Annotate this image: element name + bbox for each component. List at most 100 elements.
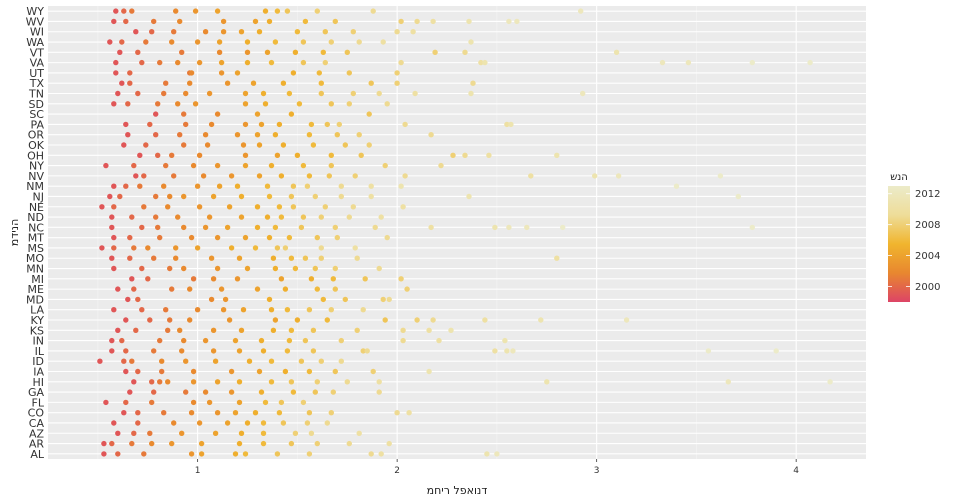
data-point-nj: [167, 193, 173, 200]
data-point-la: [284, 307, 291, 313]
data-point-wv: [430, 18, 436, 25]
data-point-tx: [394, 80, 400, 86]
y-tick-label: NJ: [33, 190, 44, 203]
data-point-id: [121, 358, 127, 364]
data-point-ne: [254, 204, 261, 210]
data-point-md: [125, 296, 131, 303]
data-point-tx: [187, 80, 193, 86]
data-point-nd: [378, 214, 384, 220]
data-point-in: [232, 337, 239, 344]
data-point-tx: [119, 80, 125, 86]
data-point-me: [404, 286, 410, 292]
data-point-ne: [400, 204, 406, 210]
data-point-tx: [224, 80, 231, 86]
data-point-mn: [376, 265, 382, 272]
data-point-ga: [151, 389, 157, 395]
data-point-hi: [149, 379, 155, 385]
y-tick-labels: ALARAZCACOFLGAHIIAIDILINKSKYLAMDMEMIMNMO…: [26, 5, 45, 461]
y-tick-label: FL: [32, 396, 45, 409]
data-point-la: [111, 307, 117, 313]
x-tick-label: 4: [793, 466, 799, 476]
data-point-mi: [308, 276, 315, 282]
data-point-il: [773, 348, 779, 354]
data-point-me: [115, 286, 121, 292]
data-point-sd: [296, 101, 303, 107]
data-point-or: [356, 132, 362, 138]
data-point-ca: [280, 420, 287, 426]
data-point-fl: [236, 399, 243, 406]
data-point-ar: [198, 440, 205, 447]
data-point-nm: [304, 183, 311, 189]
y-tick-label: NV: [28, 170, 44, 183]
data-point-va: [139, 59, 145, 66]
data-point-wv: [252, 18, 259, 25]
data-point-ut: [290, 70, 297, 76]
data-point-wi: [256, 29, 263, 35]
data-point-id: [246, 358, 253, 364]
data-point-sc: [288, 111, 295, 117]
data-point-ks: [400, 327, 406, 333]
data-point-sd: [262, 101, 269, 107]
data-point-in: [302, 337, 309, 344]
data-point-me: [314, 286, 320, 292]
data-point-mi: [330, 276, 336, 282]
data-point-mo: [302, 255, 309, 261]
data-point-oh: [196, 152, 203, 158]
data-point-sc: [214, 111, 221, 117]
data-point-hi: [268, 379, 275, 385]
data-point-mt: [127, 234, 133, 241]
data-point-va: [685, 59, 692, 66]
data-point-ky: [123, 317, 129, 323]
data-point-co: [232, 410, 239, 416]
data-point-wi: [133, 29, 139, 35]
data-point-mt: [314, 234, 320, 241]
data-point-il: [310, 348, 317, 354]
data-point-ny: [438, 162, 444, 169]
data-point-wv: [220, 18, 227, 25]
y-tick-label: SD: [29, 98, 44, 111]
data-point-ks: [210, 327, 217, 333]
data-point-ok: [204, 142, 211, 148]
data-point-nv: [592, 173, 598, 179]
data-point-vt: [432, 49, 438, 55]
data-point-mo: [236, 255, 243, 261]
data-point-al: [368, 451, 374, 457]
data-point-az: [260, 430, 267, 436]
data-point-hi: [214, 379, 221, 385]
data-point-mo: [270, 255, 277, 261]
data-point-ky: [187, 317, 193, 323]
data-point-pa: [508, 121, 514, 128]
data-point-wi: [202, 29, 209, 35]
data-point-ar: [314, 440, 320, 447]
y-tick-label: CA: [29, 417, 45, 430]
data-point-pa: [258, 121, 265, 128]
y-tick-label: PA: [31, 118, 45, 131]
data-point-nm: [290, 183, 297, 189]
y-tick-label: AZ: [29, 427, 45, 440]
data-point-co: [214, 410, 221, 416]
data-point-ar: [101, 440, 107, 447]
data-point-az: [308, 430, 315, 436]
data-point-nm: [264, 183, 271, 189]
y-tick-label: IL: [35, 345, 45, 358]
data-point-il: [260, 348, 267, 354]
data-point-nm: [673, 183, 680, 189]
data-point-wy: [192, 8, 199, 14]
data-point-wy: [173, 8, 179, 14]
data-point-nv: [352, 173, 358, 179]
data-point-nm: [234, 183, 241, 189]
data-point-ny: [214, 162, 221, 169]
data-point-wi: [322, 29, 328, 35]
data-point-me: [169, 286, 175, 292]
data-point-mi: [210, 276, 217, 282]
data-point-ne: [165, 204, 171, 210]
data-point-wa: [119, 39, 125, 45]
data-point-wa: [356, 39, 362, 45]
data-point-or: [306, 132, 313, 138]
data-point-il: [123, 348, 129, 354]
data-point-la: [360, 307, 366, 313]
data-point-az: [115, 430, 121, 436]
data-point-hi: [544, 379, 550, 385]
y-tick-label: WA: [26, 36, 44, 49]
data-point-nj: [338, 193, 344, 200]
